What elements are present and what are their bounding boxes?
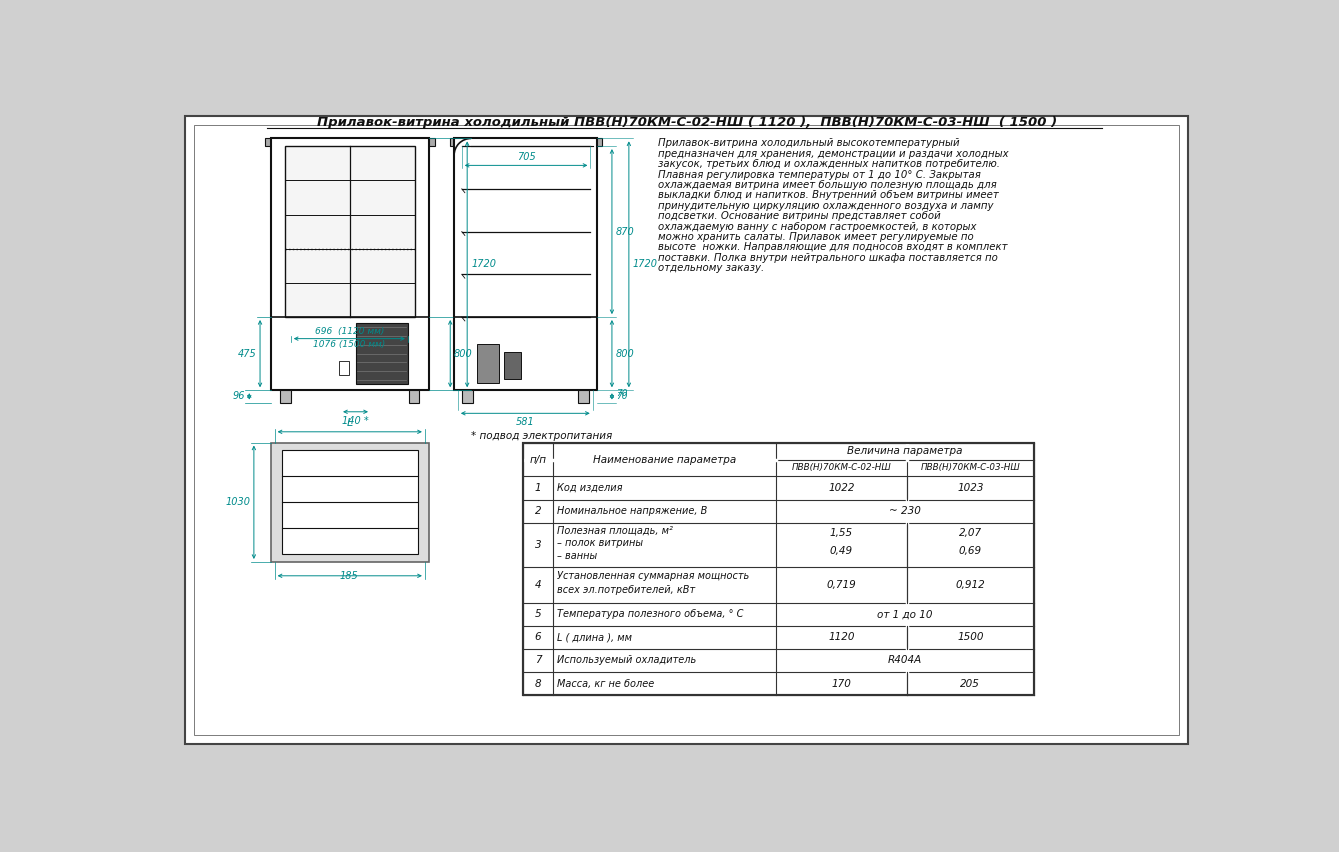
Text: 2: 2 [534,506,541,516]
Text: 4: 4 [534,580,541,590]
Bar [524,567,1034,602]
Text: высоте  ножки. Направляющие для подносов входят в комплект: высоте ножки. Направляющие для подносов … [659,242,1008,252]
Bar [462,390,473,402]
Text: 1720: 1720 [471,259,495,269]
Bar [270,138,428,390]
Text: поставки. Полка внутри нейтрального шкафа поставляется по: поставки. Полка внутри нейтрального шкаф… [659,253,998,262]
Text: подсветки. Основание витрины представляет собой: подсветки. Основание витрины представляе… [659,211,941,222]
Text: предназначен для хранения, демонстрации и раздачи холодных: предназначен для хранения, демонстрации … [659,149,1008,158]
Text: Номинальное напряжение, В: Номинальное напряжение, В [557,506,707,516]
Text: всех эл.потребителей, кВт: всех эл.потребителей, кВт [557,585,695,595]
Text: 1022: 1022 [828,483,854,493]
Text: охлаждаемая витрина имеет большую полезную площадь для: охлаждаемая витрина имеет большую полезн… [659,180,996,190]
Bar [285,147,415,317]
Text: 475: 475 [237,348,256,359]
Text: 800: 800 [454,348,473,359]
Bar [524,442,1034,459]
Text: Величина параметра: Величина параметра [848,446,963,456]
Text: 0,912: 0,912 [956,580,986,590]
Text: 170: 170 [832,678,852,688]
Text: можно хранить салаты. Прилавок имеет регулируемые по: можно хранить салаты. Прилавок имеет рег… [659,232,973,242]
Text: ПВВ(Н)70КМ-С-02-НШ: ПВВ(Н)70КМ-С-02-НШ [791,463,892,473]
Text: 1500: 1500 [957,632,984,642]
Text: 5: 5 [534,609,541,619]
Bar [524,602,1034,626]
Bar [477,344,498,383]
Text: 3: 3 [534,540,541,550]
Text: 70: 70 [616,389,628,398]
Bar [524,672,1034,695]
Text: R404A: R404A [888,655,923,665]
Text: 1720: 1720 [633,259,657,269]
Text: 1076 (1500 мм): 1076 (1500 мм) [313,340,386,349]
Text: 800: 800 [616,348,635,359]
Text: – полок витрины: – полок витрины [557,538,643,548]
Text: 2,07: 2,07 [959,528,981,538]
Text: Прилавок-витрина холодильный ПВВ(Н)70КМ-С-02-НШ ( 1120 ),  ПВВ(Н)70КМ-С-03-НШ  (: Прилавок-витрина холодильный ПВВ(Н)70КМ-… [316,116,1056,129]
Text: Установленная суммарная мощность: Установленная суммарная мощность [557,571,750,581]
Text: 1023: 1023 [957,483,984,493]
Bar [524,442,1034,695]
Text: 1: 1 [534,483,541,493]
Bar [408,390,419,402]
Text: закусок, третьих блюд и охлажденных напитков потребителю.: закусок, третьих блюд и охлажденных напи… [659,159,1000,170]
Bar [265,138,435,147]
Bar [280,390,291,402]
Text: 7: 7 [534,655,541,665]
Text: Используемый охладитель: Используемый охладитель [557,655,696,665]
Text: 696  (1120 мм): 696 (1120 мм) [315,326,384,336]
Text: * подвод электропитания: * подвод электропитания [471,431,612,441]
Text: L ( длина ), мм: L ( длина ), мм [557,632,632,642]
Text: охлаждаемую ванну с набором гастроемкостей, в которых: охлаждаемую ванну с набором гастроемкост… [659,222,976,232]
Text: Температура полезного объема, ° С: Температура полезного объема, ° С [557,609,743,619]
Bar [454,138,597,390]
Text: 70: 70 [616,392,627,401]
Text: ПВВ(Н)70КМ-С-03-НШ: ПВВ(Н)70КМ-С-03-НШ [920,463,1020,473]
Text: Наименование параметра: Наименование параметра [593,454,736,464]
Text: 205: 205 [960,678,980,688]
Text: 1120: 1120 [828,632,854,642]
Text: принудительную циркуляцию охлажденного воздуха и лампу: принудительную циркуляцию охлажденного в… [659,201,994,210]
Text: 8: 8 [534,678,541,688]
Text: 6: 6 [534,632,541,642]
Text: Код изделия: Код изделия [557,483,623,493]
Bar [524,522,1034,567]
Bar [270,442,428,562]
Bar [503,352,521,378]
Text: Плавная регулировка температуры от 1 до 10° С. Закрытая: Плавная регулировка температуры от 1 до … [659,170,981,180]
Text: 0,49: 0,49 [830,546,853,556]
Text: 1,55: 1,55 [830,528,853,538]
Bar [339,361,349,375]
Text: выкладки блюд и напитков. Внутренний объем витрины имеет: выкладки блюд и напитков. Внутренний объ… [659,190,999,200]
Text: 185: 185 [340,571,359,581]
Text: 0,719: 0,719 [826,580,856,590]
Bar [524,476,1034,499]
Bar [524,649,1034,672]
Bar [524,442,1034,695]
Bar [450,138,603,147]
Text: 705: 705 [517,152,536,162]
Bar [578,390,589,402]
Text: ~ 230: ~ 230 [889,506,921,516]
Text: Прилавок-витрина холодильный высокотемпературный: Прилавок-витрина холодильный высокотемпе… [659,138,960,148]
Bar [524,626,1034,649]
Text: 581: 581 [516,417,534,427]
Bar [281,450,418,555]
Text: 870: 870 [616,227,635,237]
Bar [524,499,1034,522]
Text: отдельному заказу.: отдельному заказу. [659,263,765,273]
Text: Полезная площадь, м²: Полезная площадь, м² [557,526,674,535]
Bar [356,323,408,384]
Text: – ванны: – ванны [557,551,597,561]
Text: п/п: п/п [529,454,546,464]
Bar [524,459,1034,476]
Text: 140 *: 140 * [343,416,370,426]
Text: 1030: 1030 [225,498,250,507]
Text: 96: 96 [233,391,245,401]
Text: от 1 до 10: от 1 до 10 [877,609,933,619]
Text: L: L [347,418,353,428]
Text: Масса, кг не более: Масса, кг не более [557,678,655,688]
Text: 0,69: 0,69 [959,546,981,556]
